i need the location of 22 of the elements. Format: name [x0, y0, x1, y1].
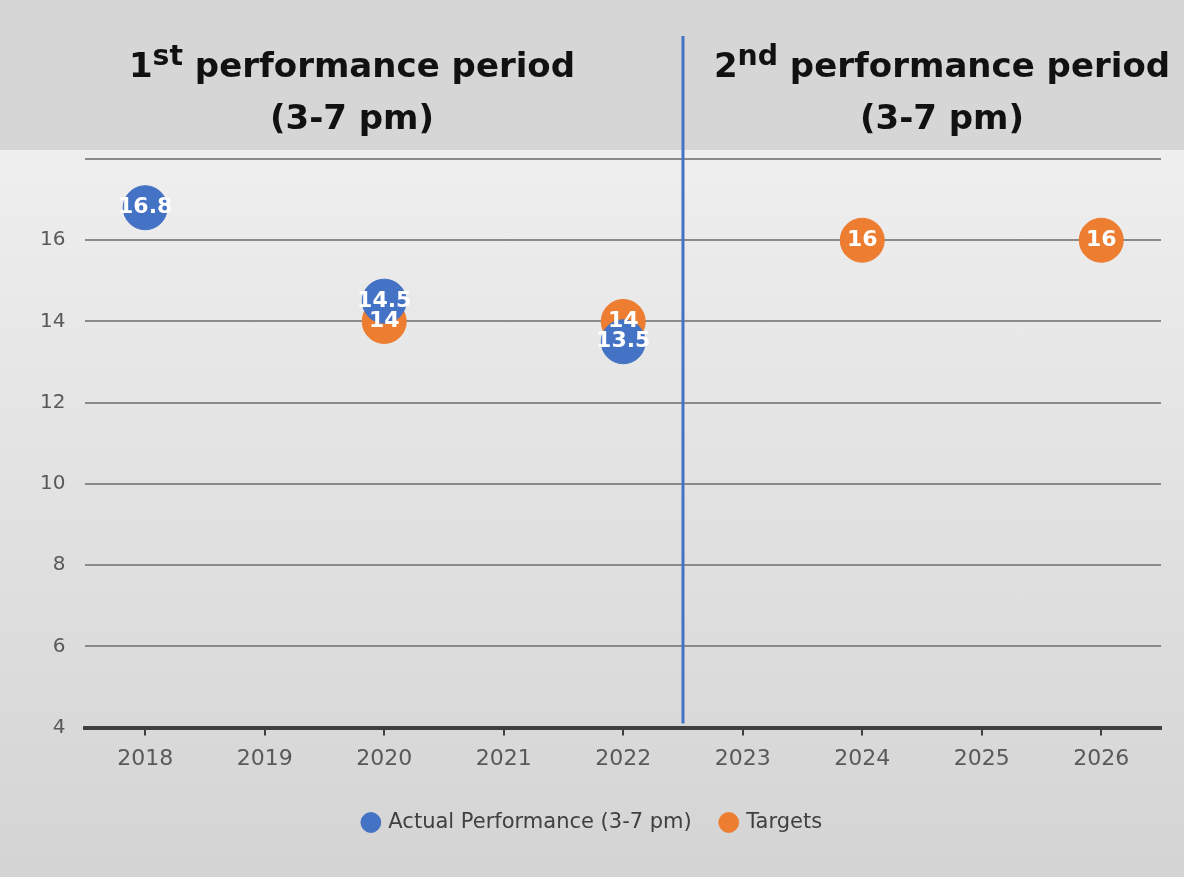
- x-tick-label: 2021: [475, 744, 532, 770]
- x-tick-label: 2018: [117, 744, 174, 770]
- x-tick-label: 2025: [953, 744, 1010, 770]
- x-tick-label: 2026: [1073, 744, 1130, 770]
- y-tick-label: 4: [52, 713, 66, 738]
- x-tick-label: 2023: [714, 744, 771, 770]
- y-tick-label: 6: [52, 632, 66, 657]
- x-tick-label: 2024: [834, 744, 891, 770]
- y-tick-label: 10: [40, 470, 66, 495]
- y-tick-label: 14: [40, 307, 66, 332]
- data-label: 16: [1085, 225, 1117, 251]
- x-tick-label: 2020: [356, 744, 413, 770]
- legend-label: Targets: [745, 808, 823, 833]
- y-tick-label: 16: [40, 226, 66, 251]
- text: 2$^{nd}$ performance period (3-7 pm): [712, 38, 1172, 140]
- text: 1$^{st}$ performance period (3-7 pm): [127, 38, 577, 140]
- legend-label: Actual Performance (3-7 pm): [388, 808, 692, 833]
- data-label: 16: [846, 225, 878, 251]
- y-tick-label: 8: [52, 551, 66, 576]
- x-tick-label: 2022: [595, 744, 652, 770]
- x-tick-label: 2019: [236, 744, 293, 770]
- y-tick-label: 12: [40, 388, 66, 413]
